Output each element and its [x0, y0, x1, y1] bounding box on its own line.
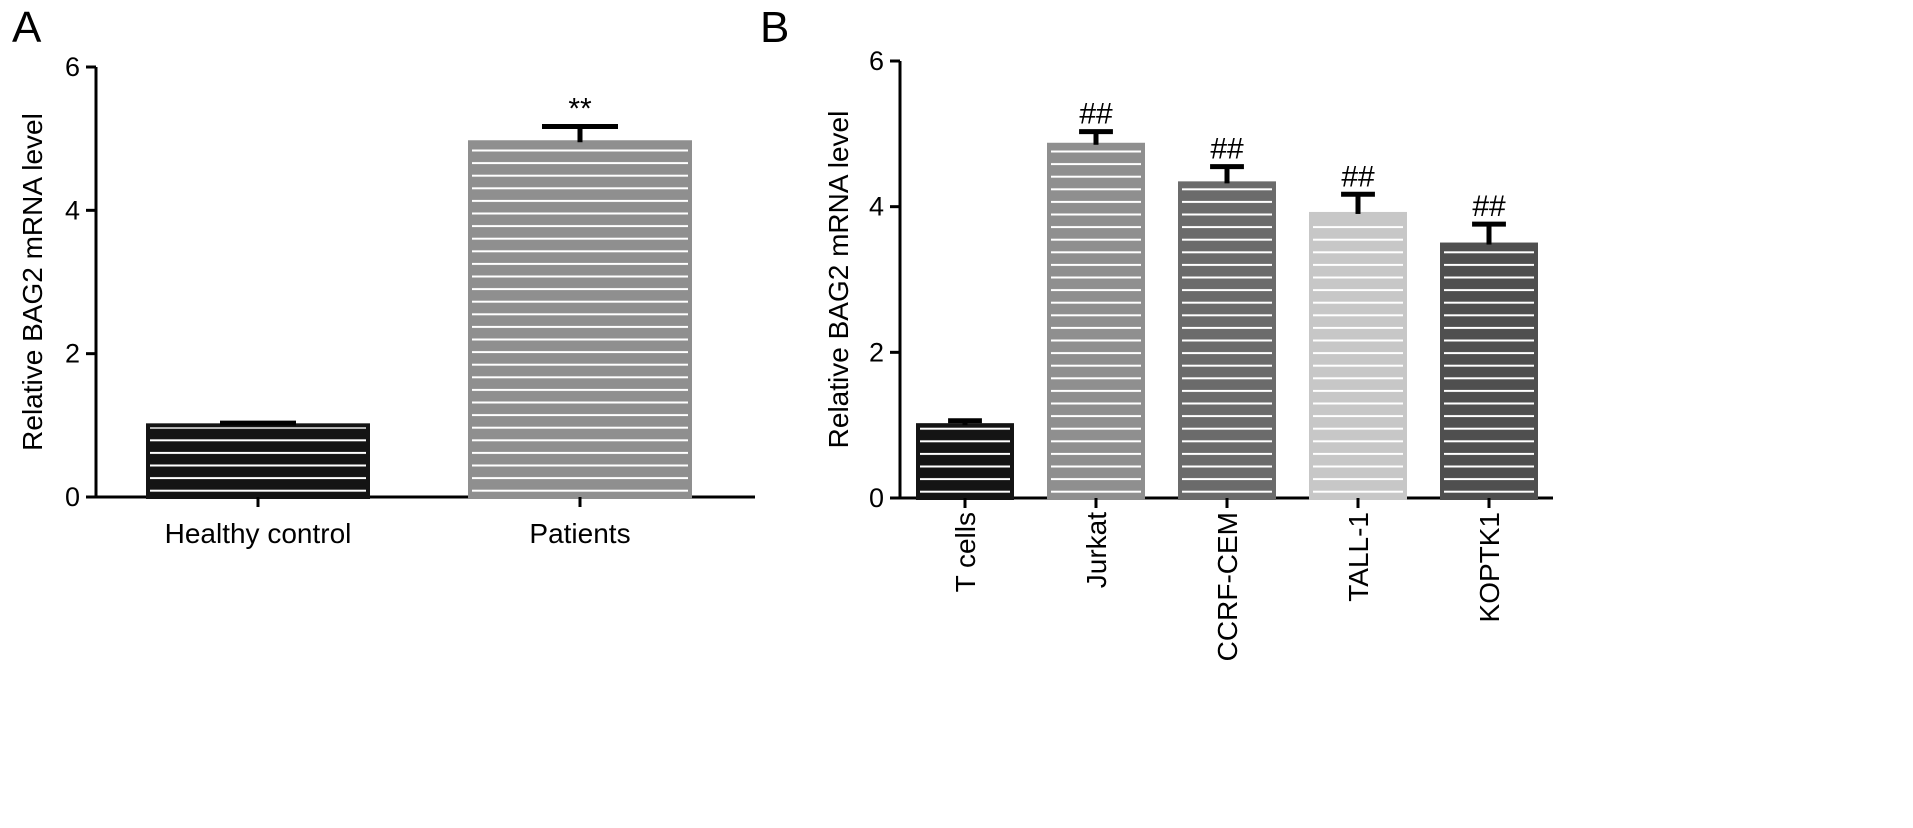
significance-label: ##	[1210, 133, 1244, 166]
category-label: Healthy control	[165, 518, 352, 549]
significance-label: ##	[1472, 190, 1506, 223]
y-tick-label: 4	[65, 195, 80, 225]
significance-label: **	[568, 92, 592, 125]
category-label: Patients	[529, 518, 630, 549]
bar-tall-1	[1309, 211, 1407, 500]
y-axis-title: Relative BAG2 mRNA level	[823, 111, 854, 449]
category-label: TALL-1	[1343, 512, 1374, 602]
y-tick-label: 0	[65, 482, 80, 512]
y-tick-label: 6	[869, 46, 884, 76]
bar-healthy-control	[146, 423, 370, 500]
panel-label: A	[12, 3, 42, 52]
category-label: CCRF-CEM	[1212, 512, 1243, 661]
chart-panel-b: B Relative BAG2 mRNA level 0 2 4 6 T cells ## Ju…	[760, 3, 1553, 661]
y-tick-label: 2	[869, 337, 884, 367]
panel-label: B	[760, 3, 789, 52]
bar-koptk1	[1440, 242, 1538, 500]
category-label: KOPTK1	[1474, 512, 1505, 622]
bar-patients	[468, 140, 692, 499]
bar-jurkat	[1047, 142, 1145, 500]
bar-ccrf-cem	[1178, 181, 1276, 501]
category-label: Jurkat	[1081, 512, 1112, 588]
category-label: T cells	[950, 512, 981, 592]
chart-panel-a: A Relative BAG2 mRNA level 0 2 4 6 Healthy con…	[12, 3, 755, 549]
significance-label: ##	[1341, 160, 1375, 193]
y-tick-label: 6	[65, 52, 80, 82]
y-axis-title: Relative BAG2 mRNA level	[17, 113, 48, 451]
y-tick-label: 0	[869, 483, 884, 513]
y-tick-label: 2	[65, 339, 80, 369]
significance-label: ##	[1079, 98, 1113, 131]
y-tick-label: 4	[869, 192, 884, 222]
bar-t-cells	[916, 423, 1014, 500]
